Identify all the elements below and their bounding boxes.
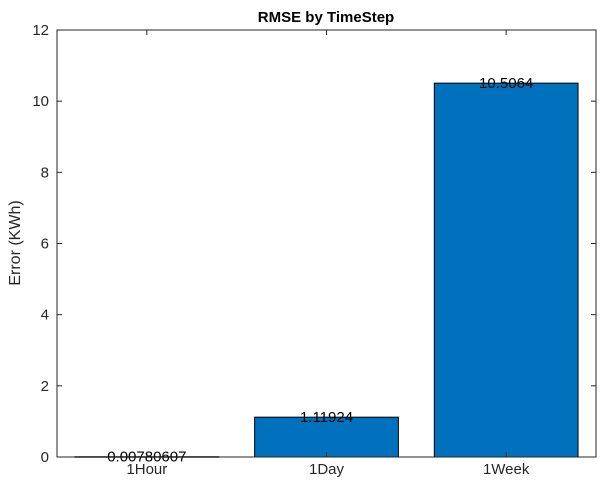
data-label-1Week: 10.5064 — [479, 75, 533, 92]
x-tick-label-1Hour: 1Hour — [126, 461, 167, 478]
bar-1Week — [433, 82, 579, 458]
data-label-1Day: 1.11924 — [300, 409, 353, 426]
y-tick-label-10: 10 — [32, 93, 49, 110]
y-tick-label-0: 0 — [41, 449, 49, 466]
y-tick-label-6: 6 — [41, 236, 49, 253]
chart-title: RMSE by TimeStep — [258, 9, 394, 26]
y-tick-label-2: 2 — [41, 378, 49, 395]
y-tick-label-8: 8 — [41, 164, 49, 181]
x-tick-label-1Day: 1Day — [309, 461, 345, 478]
x-tick-label-1Week: 1Week — [483, 461, 530, 478]
bar-1Day — [254, 416, 399, 458]
axes-box — [56, 29, 597, 458]
y-tick-label-4: 4 — [41, 307, 49, 324]
y-axis-label: Error (KWh) — [7, 200, 24, 285]
y-tick-label-12: 12 — [32, 22, 49, 39]
